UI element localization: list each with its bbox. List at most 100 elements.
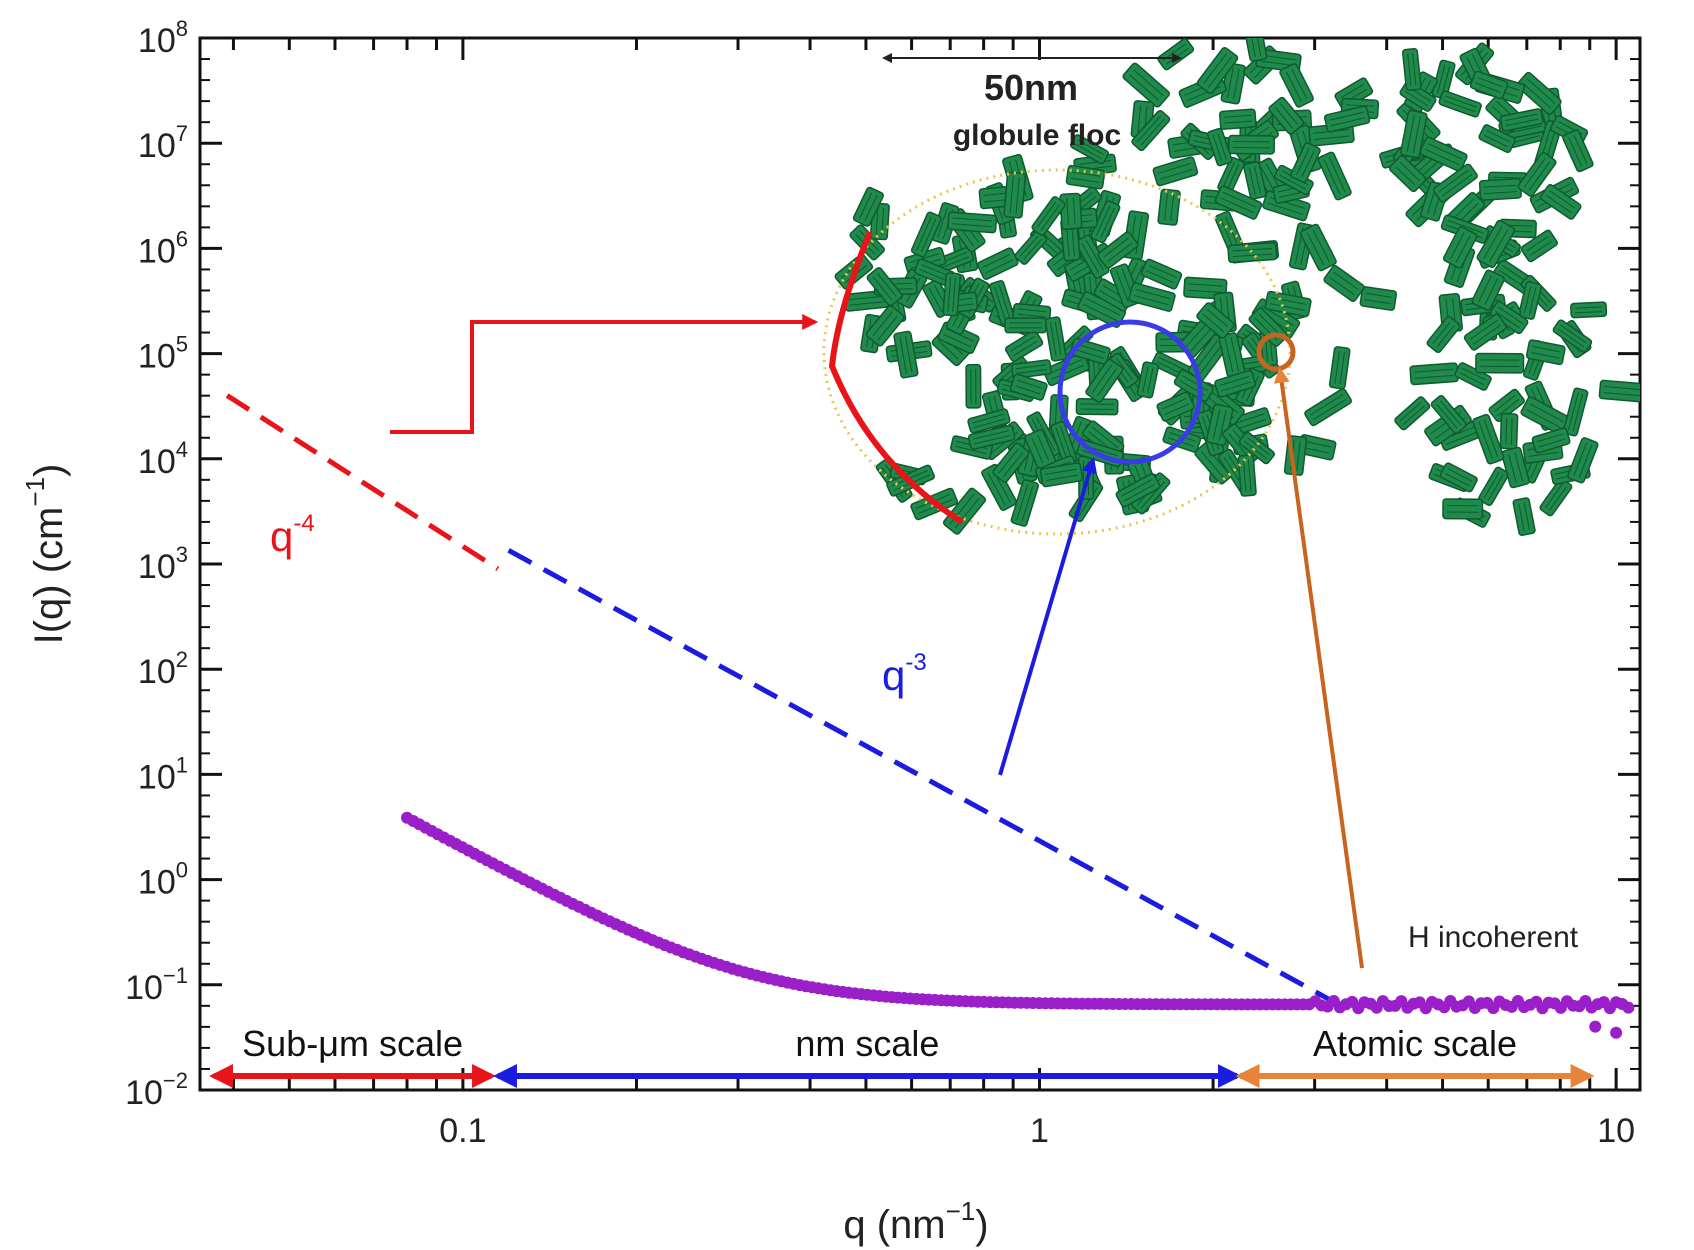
particle-stripe xyxy=(1055,427,1068,461)
particle xyxy=(1567,437,1599,484)
y-tick-base: 10 xyxy=(138,758,176,796)
particle-stripe xyxy=(1478,421,1493,460)
particle-stripe xyxy=(1222,191,1257,208)
particle-stripe xyxy=(1414,368,1454,373)
particle-stripe xyxy=(1395,166,1416,186)
particle-stripe xyxy=(1532,345,1561,353)
y-tick-exp: 6 xyxy=(176,226,188,251)
particle xyxy=(947,211,998,234)
particle-stripe xyxy=(1487,474,1504,501)
particle-stripe xyxy=(1504,113,1538,122)
particle-stripe xyxy=(1412,52,1417,86)
particle xyxy=(1328,346,1351,390)
particle xyxy=(1014,230,1048,265)
particle xyxy=(1439,462,1478,493)
particle xyxy=(1004,317,1047,334)
particle-body xyxy=(1562,129,1594,173)
particle-stripe xyxy=(1035,416,1056,452)
particle-stripe xyxy=(1365,292,1392,298)
particle-body xyxy=(1426,316,1461,354)
particle-stripe xyxy=(1492,176,1524,179)
particle-stripe xyxy=(955,445,987,455)
particle-stripe xyxy=(1301,150,1315,178)
particle-body xyxy=(1518,281,1542,320)
particle-body xyxy=(1478,177,1522,201)
particle xyxy=(1531,427,1571,454)
particle-stripe xyxy=(1016,369,1047,374)
particle-stripe xyxy=(1414,374,1454,379)
particle xyxy=(1097,231,1139,269)
particle xyxy=(1011,359,1052,379)
particle-stripe xyxy=(1121,479,1153,497)
particle-stripe xyxy=(1483,134,1508,148)
particle-stripe xyxy=(1015,385,1041,395)
particle-body xyxy=(965,363,982,409)
particle-stripe xyxy=(1249,38,1256,57)
particle-stripe xyxy=(1279,103,1298,125)
particle-stripe xyxy=(1159,168,1193,180)
particle-stripe xyxy=(1483,184,1517,188)
particle-body xyxy=(1439,462,1478,493)
particle xyxy=(1323,105,1371,133)
particle-stripe xyxy=(1514,452,1523,482)
particle-stripe xyxy=(1190,326,1214,352)
particle-stripe xyxy=(1219,410,1227,441)
particle-stripe xyxy=(1078,487,1098,517)
particle-body xyxy=(1044,316,1067,362)
particle-stripe xyxy=(972,430,1010,440)
particle-stripe xyxy=(1572,393,1584,432)
y-tick-base: 10 xyxy=(138,232,176,270)
particle-stripe xyxy=(1484,278,1498,305)
particle-stripe xyxy=(1140,118,1165,146)
particle-body xyxy=(1065,164,1106,190)
particle-body xyxy=(1328,346,1351,390)
particle xyxy=(1157,188,1181,226)
particle xyxy=(1472,413,1505,465)
particle xyxy=(1540,184,1582,220)
y-axis-title: I(q) (cm−1) xyxy=(20,464,71,645)
y-axis-title-base: I(q) (cm xyxy=(27,507,71,645)
particle-stripe xyxy=(1091,364,1112,394)
particle-stripe xyxy=(920,218,937,253)
particle-stripe xyxy=(998,285,1011,319)
particle-stripe xyxy=(1017,308,1047,313)
particle-body xyxy=(865,305,905,347)
particle-body xyxy=(1475,352,1525,374)
x-tick-label: 1 xyxy=(1030,1112,1049,1150)
particle-stripe xyxy=(1432,321,1451,344)
particle xyxy=(1475,352,1525,374)
particle-stripe xyxy=(1306,232,1325,266)
particle-stripe xyxy=(921,264,950,277)
particle-stripe xyxy=(1246,375,1260,402)
particle-stripe xyxy=(1340,83,1365,99)
particle-stripe xyxy=(1182,375,1209,392)
particle-stripe xyxy=(1232,247,1273,252)
particle-stripe xyxy=(1244,440,1267,459)
particle-stripe xyxy=(899,336,907,374)
particle-body xyxy=(1227,241,1278,264)
particle-stripe xyxy=(1526,78,1556,104)
particle xyxy=(1238,431,1275,465)
particle-stripe xyxy=(1188,283,1223,287)
particle-stripe xyxy=(928,287,943,313)
particle xyxy=(1501,446,1530,489)
q3-base: q xyxy=(882,652,905,699)
particle-stripe xyxy=(1274,107,1293,129)
particle-stripe xyxy=(1224,216,1238,244)
particle-stripe xyxy=(1504,125,1542,135)
particle-stripe xyxy=(1526,409,1561,429)
scale-range-arrows: Sub-μm scale nm scale Atomic scale xyxy=(209,1023,1595,1088)
particle xyxy=(1304,388,1352,427)
particle-stripe xyxy=(1220,218,1233,246)
q4-label: q-4 xyxy=(270,510,315,560)
particle xyxy=(1156,391,1195,422)
y-tick-label: 102 xyxy=(138,647,188,691)
particle-body xyxy=(1520,229,1558,263)
y-tick-label: 105 xyxy=(138,332,188,376)
particle-stripe xyxy=(877,272,897,297)
particle xyxy=(1140,258,1183,290)
particle-stripe xyxy=(1212,408,1221,440)
particle-stripe xyxy=(937,207,948,238)
particle-stripe xyxy=(1201,451,1224,479)
particle-stripe xyxy=(1447,219,1485,234)
